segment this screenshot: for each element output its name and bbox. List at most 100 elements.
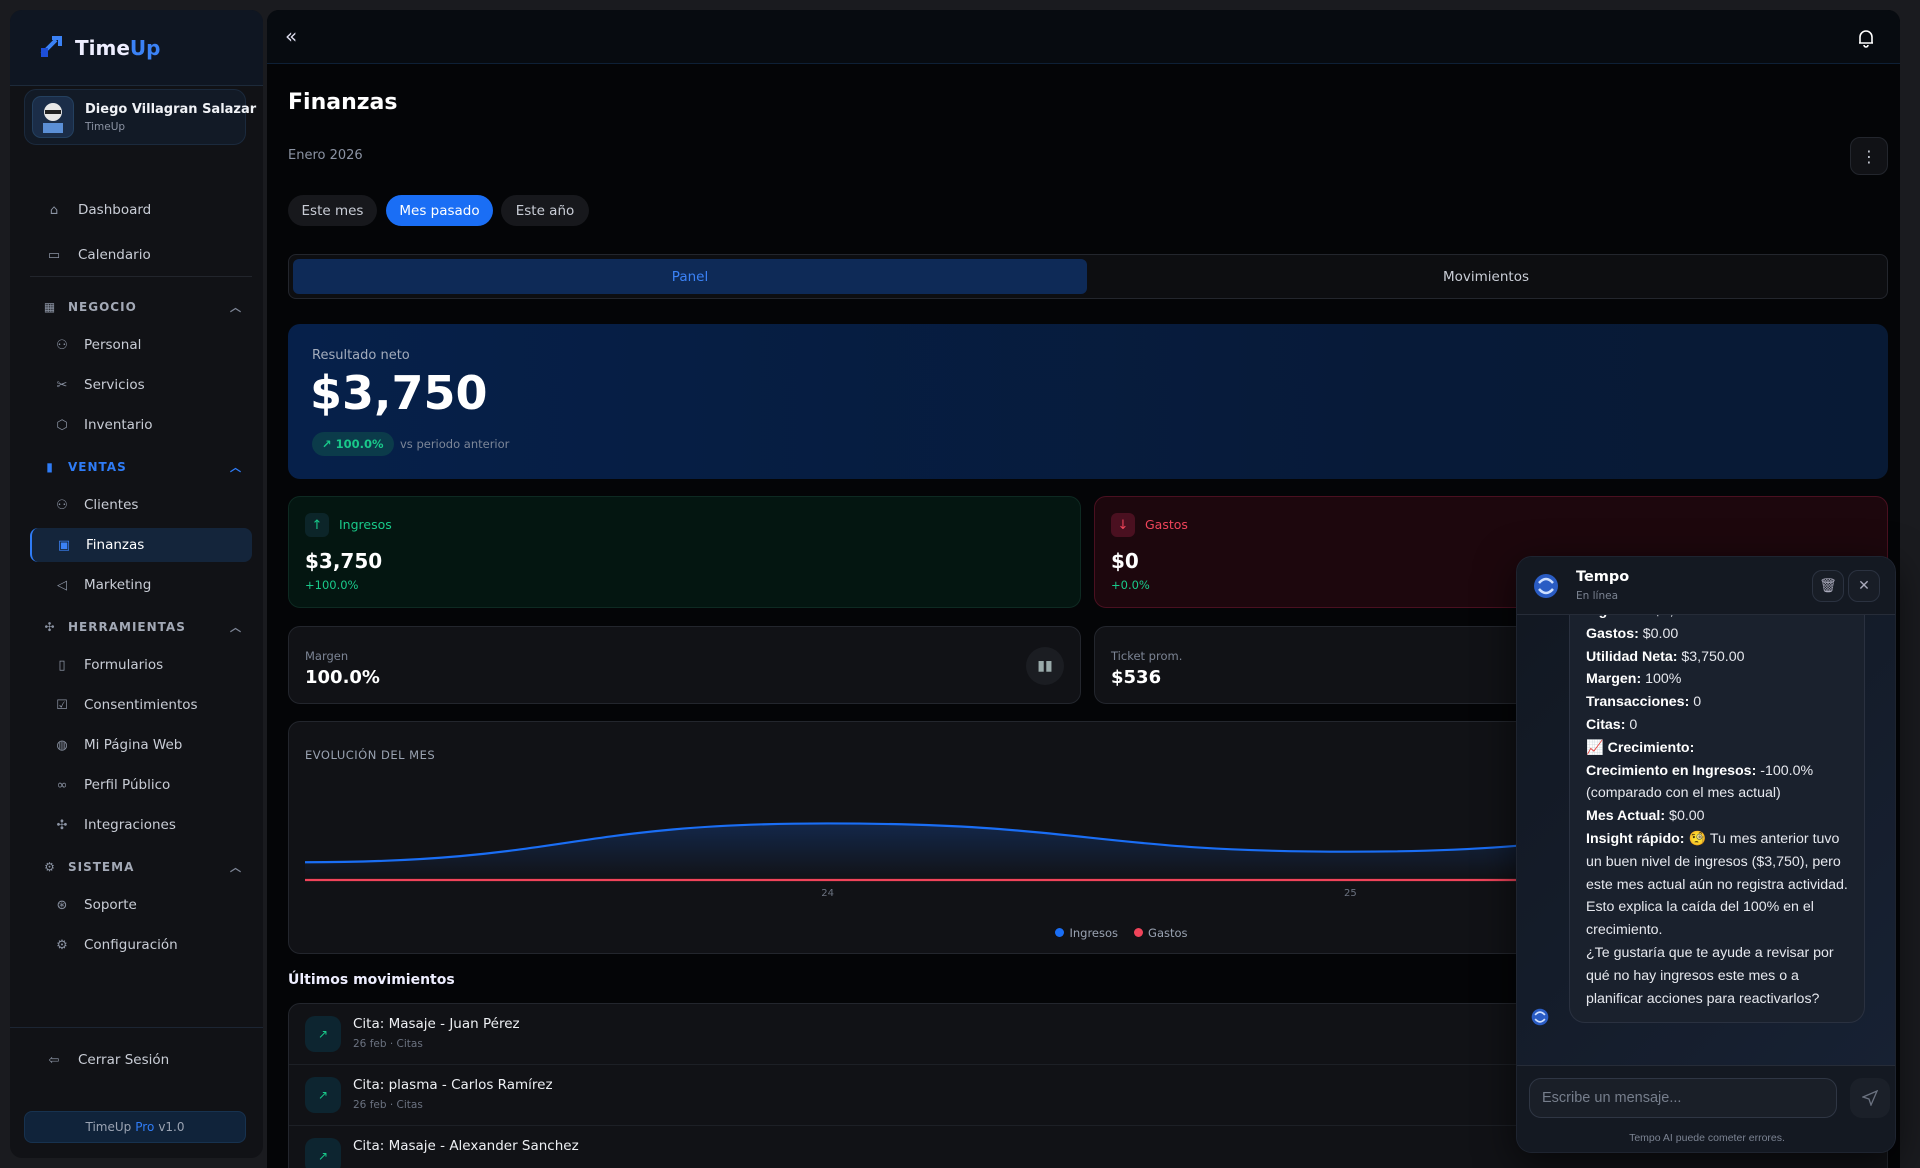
sidebar-item-label: Formularios	[84, 657, 164, 673]
message-line: Gastos: $0.00	[1586, 623, 1848, 646]
section-herramientas[interactable]: ✣ HERRAMIENTAS ︿	[30, 615, 252, 639]
sidebar-item-inventario[interactable]: ⬡ Inventario	[30, 408, 252, 442]
sidebar-item-servicios[interactable]: ✂ Servicios	[30, 368, 252, 402]
message-key: Insight rápido:	[1586, 830, 1685, 847]
message-line: Insight rápido: 🧐 Tu mes anterior tuvo u…	[1586, 828, 1848, 942]
clear-chat-button[interactable]: 🗑	[1812, 570, 1844, 602]
sidebar-item-mi-pagina-web[interactable]: ◍ Mi Página Web	[30, 728, 252, 762]
app-name[interactable]: TimeUp	[75, 36, 160, 60]
sidebar-item-formularios[interactable]: ▯ Formularios	[30, 648, 252, 682]
ticket-value: $536	[1111, 667, 1162, 688]
bell-icon[interactable]	[1857, 28, 1875, 48]
trend-up-icon: ↗	[305, 1077, 341, 1113]
chevron-up-icon: ︿	[230, 461, 242, 474]
chevron-up-icon: ︿	[230, 621, 242, 634]
message-line: Utilidad Neta: $3,750.00	[1586, 646, 1848, 669]
close-icon: ✕	[1858, 578, 1870, 594]
lifebuoy-icon: ⊛	[56, 897, 68, 913]
sidebar-item-marketing[interactable]: ◁ Marketing	[30, 568, 252, 602]
app-name-b: Up	[129, 36, 161, 60]
message-line: Transacciones: 0	[1586, 691, 1848, 714]
net-result-change: 100.0%	[335, 437, 384, 451]
top-bar: «	[267, 10, 1900, 64]
send-button[interactable]	[1850, 1078, 1890, 1118]
users-icon: ⚇	[56, 337, 68, 353]
sidebar-item-calendario[interactable]: ▭ Calendario	[30, 238, 252, 272]
period-este-mes[interactable]: Este mes	[288, 195, 377, 226]
message-value: $3,750.00	[1650, 615, 1717, 619]
section-sistema[interactable]: ⚙ SISTEMA ︿	[30, 855, 252, 879]
sidebar-item-label: Marketing	[84, 577, 152, 593]
chart-legend: Ingresos Gastos	[289, 926, 1889, 940]
chevron-up-icon: ︿	[230, 861, 242, 874]
message-value: -100.0% (comparado con el mes actual)	[1586, 762, 1814, 802]
trend-up-icon: ↗	[305, 1016, 341, 1052]
period-mes-pasado[interactable]: Mes pasado	[386, 195, 493, 226]
arrow-up-icon: ↑	[305, 513, 329, 537]
section-title: VENTAS	[68, 460, 127, 474]
message-key: Mes Actual:	[1586, 808, 1666, 825]
section-negocio[interactable]: ▦ NEGOCIO ︿	[30, 295, 252, 319]
tab-panel[interactable]: Panel	[293, 259, 1087, 294]
assistant-avatar-icon	[1531, 1008, 1549, 1026]
sidebar-item-personal[interactable]: ⚇ Personal	[30, 328, 252, 362]
sidebar-item-integraciones[interactable]: ✣ Integraciones	[30, 808, 252, 842]
sidebar-item-consentimientos[interactable]: ☑ Consentimientos	[30, 688, 252, 722]
message-key: Citas:	[1586, 716, 1626, 733]
chat-messages[interactable]: Ingresos: $3,750.00Gastos: $0.00Utilidad…	[1517, 615, 1895, 1065]
tab-movimientos[interactable]: Movimientos	[1443, 268, 1529, 285]
user-profile[interactable]: Diego Villagran Salazar TimeUp	[24, 89, 256, 145]
ingresos-change: +100.0%	[305, 578, 359, 592]
home-icon: ⌂	[49, 202, 59, 218]
movement-row[interactable]: ↗ Cita: Masaje - Alexander Sanchez	[289, 1126, 1889, 1168]
period-este-ano[interactable]: Este año	[501, 195, 589, 226]
sidebar-item-perfil-publico[interactable]: ∞ Perfil Público	[30, 768, 252, 802]
collapse-sidebar-icon[interactable]: «	[285, 24, 298, 48]
x-tick-label: 24	[821, 888, 834, 899]
gear-icon: ⚙	[44, 860, 56, 874]
chat-footer: Tempo AI puede cometer errores.	[1517, 1065, 1895, 1152]
sidebar-item-dashboard[interactable]: ⌂ Dashboard	[30, 193, 252, 227]
user-org: TimeUp	[85, 121, 126, 133]
section-title: NEGOCIO	[68, 300, 137, 314]
message-value: 0	[1625, 716, 1638, 733]
box-icon: ⬡	[56, 417, 68, 433]
clipboard-check-icon: ☑	[56, 697, 68, 713]
ingresos-label: Ingresos	[339, 517, 392, 532]
calendar-icon: ▭	[47, 247, 61, 263]
sidebar-item-soporte[interactable]: ⊛ Soporte	[30, 888, 252, 922]
section-ventas[interactable]: ▮ VENTAS ︿	[30, 455, 252, 479]
sidebar-item-label: Calendario	[78, 247, 151, 263]
movement-row[interactable]: ↗ Cita: plasma - Carlos Ramírez 26 feb · C…	[289, 1065, 1889, 1126]
chat-status: En línea	[1576, 590, 1619, 602]
sidebar-item-label: Dashboard	[78, 202, 152, 218]
assistant-message: Ingresos: $3,750.00Gastos: $0.00Utilidad…	[1569, 615, 1865, 1024]
chat-message-input[interactable]	[1529, 1078, 1837, 1118]
logout-button[interactable]: ⇦ Cerrar Sesión	[30, 1043, 252, 1077]
message-key: Margen:	[1586, 671, 1642, 688]
version-app: TimeUp	[85, 1120, 132, 1134]
message-key: Gastos:	[1586, 625, 1639, 642]
sidebar-item-configuracion[interactable]: ⚙ Configuración	[30, 928, 252, 962]
trend-up-icon: ↗	[322, 437, 332, 451]
margen-label: Margen	[305, 649, 349, 663]
sidebar-item-clientes[interactable]: ⚇ Clientes	[30, 488, 252, 522]
bar-chart-icon: ▮▮	[1026, 647, 1064, 685]
sidebar-item-label: Inventario	[84, 417, 153, 433]
legend-ingresos[interactable]: Ingresos	[1055, 926, 1118, 940]
more-options-button[interactable]: ⋮	[1850, 137, 1888, 175]
movement-row[interactable]: ↗ Cita: Masaje - Juan Pérez 26 feb · Citas	[289, 1004, 1889, 1065]
link-icon: ∞	[56, 777, 68, 793]
legend-gastos[interactable]: Gastos	[1134, 926, 1188, 940]
avatar	[32, 96, 74, 138]
close-chat-button[interactable]: ✕	[1848, 570, 1880, 602]
net-result-change-badge: ↗ 100.0%	[312, 432, 394, 456]
view-tabs: Panel Movimientos	[288, 254, 1888, 299]
message-line: Mes Actual: $0.00	[1586, 805, 1848, 828]
sidebar-item-label: Configuración	[84, 937, 178, 953]
sidebar-item-finanzas[interactable]: ▣ Finanzas	[30, 528, 252, 562]
movement-date: 26 feb	[353, 1038, 387, 1050]
gastos-label: Gastos	[1145, 517, 1188, 532]
movement-title: Cita: plasma - Carlos Ramírez	[353, 1077, 553, 1093]
message-key: Transacciones:	[1586, 694, 1690, 711]
